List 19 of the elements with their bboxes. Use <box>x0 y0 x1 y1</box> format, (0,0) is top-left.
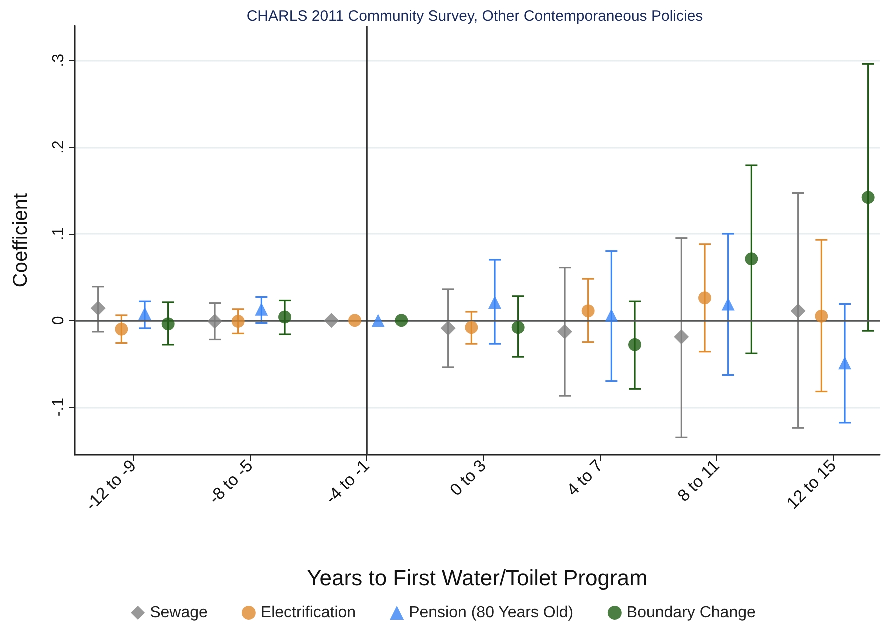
y-tick-label: 0 <box>50 316 68 326</box>
legend-label: Pension (80 Years Old) <box>409 604 574 622</box>
chart-title: CHARLS 2011 Community Survey, Other Contemporaneous Policies <box>246 8 704 25</box>
x-tick-label: 4 to 7 <box>563 456 607 500</box>
legend-label: Sewage <box>150 604 208 622</box>
x-tick-label: 0 to 3 <box>446 456 490 500</box>
y-tick-label: -.1 <box>50 398 68 417</box>
x-tick-label: -12 to -9 <box>82 456 140 514</box>
y-tick-label: .1 <box>50 227 68 241</box>
x-tick-label: 8 to 11 <box>674 456 724 506</box>
y-tick-label: .2 <box>50 140 68 154</box>
legend-label: Boundary Change <box>626 604 756 622</box>
y-tick-label: .3 <box>50 54 68 68</box>
y-axis-title: Coefficient <box>10 192 32 288</box>
x-axis-title: Years to First Water/Toilet Program <box>307 566 648 590</box>
x-tick-label: -8 to -5 <box>205 456 257 508</box>
legend-label: Electrification <box>260 604 356 622</box>
x-tick-label: 12 to 15 <box>783 456 840 514</box>
x-tick-label: -4 to -1 <box>322 456 374 508</box>
